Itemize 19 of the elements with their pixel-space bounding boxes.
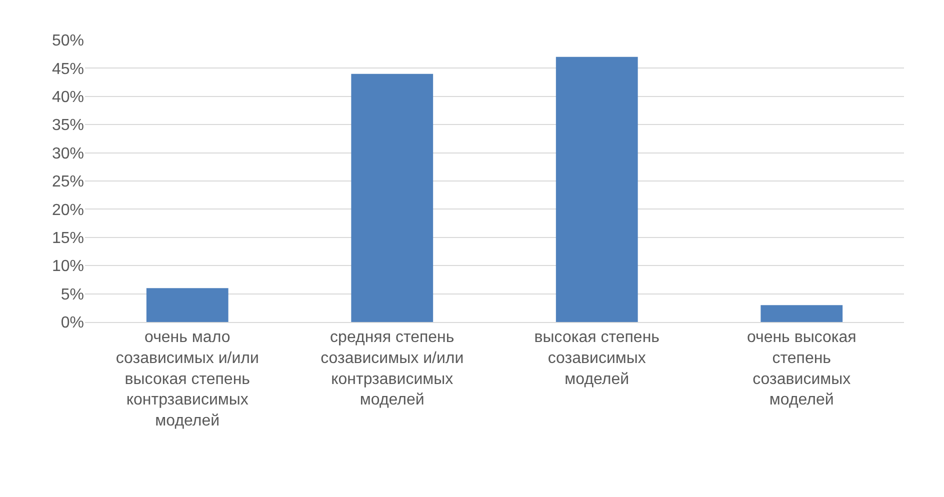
x-tick-label: высокая степень созависимых моделей bbox=[534, 329, 660, 388]
y-tick-label: 25% bbox=[52, 174, 84, 191]
y-tick-label: 15% bbox=[52, 230, 84, 247]
y-tick-label: 20% bbox=[52, 202, 84, 219]
y-tick-label: 35% bbox=[52, 117, 84, 134]
y-tick-label: 10% bbox=[52, 258, 84, 276]
x-tick-label: очень мало созависимых и/или высокая степень контрзависимых моделей bbox=[116, 329, 259, 430]
x-tick-label: очень высокая степень созависимых моделей bbox=[746, 329, 856, 409]
bar bbox=[146, 288, 228, 322]
y-tick-label: 5% bbox=[60, 286, 84, 304]
bar bbox=[556, 56, 638, 322]
y-tick-label: 45% bbox=[52, 60, 84, 78]
y-tick-label: 0% bbox=[60, 314, 84, 332]
y-tick-label: 30% bbox=[52, 145, 84, 162]
y-tick-label: 40% bbox=[52, 89, 84, 106]
x-tick-label: средняя степень созависимых и/или контрзависимых моделей bbox=[320, 329, 464, 409]
y-tick-label: 50% bbox=[52, 32, 84, 50]
bar bbox=[760, 305, 843, 322]
bar bbox=[351, 74, 434, 322]
